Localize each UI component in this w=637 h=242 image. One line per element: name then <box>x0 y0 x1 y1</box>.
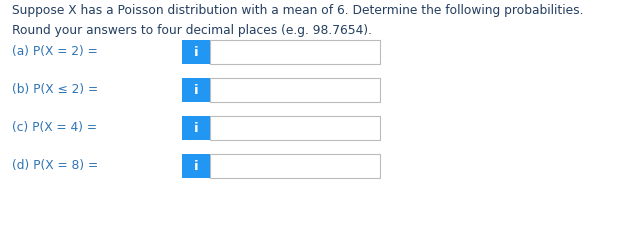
Text: (c) P(X = 4) =: (c) P(X = 4) = <box>12 121 101 135</box>
FancyBboxPatch shape <box>210 40 380 64</box>
FancyBboxPatch shape <box>182 154 210 178</box>
FancyBboxPatch shape <box>210 78 380 102</box>
Text: i: i <box>194 83 198 97</box>
FancyBboxPatch shape <box>182 116 210 140</box>
Text: (b) P(X ≤ 2) =: (b) P(X ≤ 2) = <box>12 83 102 97</box>
FancyBboxPatch shape <box>210 116 380 140</box>
Text: i: i <box>194 121 198 135</box>
FancyBboxPatch shape <box>210 154 380 178</box>
Text: (a) P(X = 2) =: (a) P(X = 2) = <box>12 45 102 59</box>
Text: Suppose X has a Poisson distribution with a mean of 6. Determine the following p: Suppose X has a Poisson distribution wit… <box>12 4 583 17</box>
Text: i: i <box>194 159 198 173</box>
FancyBboxPatch shape <box>182 78 210 102</box>
Text: (d) P(X = 8) =: (d) P(X = 8) = <box>12 159 102 173</box>
Text: i: i <box>194 45 198 59</box>
Text: Round your answers to four decimal places (e.g. 98.7654).: Round your answers to four decimal place… <box>12 24 372 37</box>
FancyBboxPatch shape <box>182 40 210 64</box>
